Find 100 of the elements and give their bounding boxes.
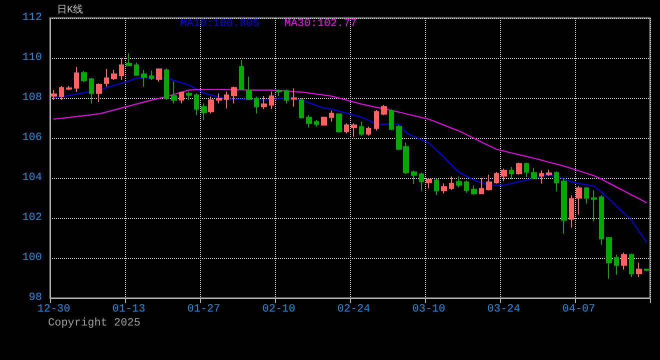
candlestick: [194, 92, 199, 116]
line-series: [53, 77, 647, 242]
y-tick-label: 110: [22, 52, 42, 64]
candlestick: [389, 108, 394, 130]
candlestick: [464, 180, 469, 194]
x-tick-label: 01-27: [187, 304, 220, 316]
candlestick: [299, 98, 304, 119]
candlestick: [629, 253, 634, 278]
candlestick: [89, 78, 94, 104]
candlestick: [449, 176, 454, 190]
candlestick: [81, 70, 87, 82]
x-tick-label: 12-30: [37, 304, 70, 316]
candlestick: [66, 86, 72, 90]
candlestick: [344, 122, 349, 134]
candlestick: [434, 178, 439, 196]
candlestick: [104, 68, 109, 88]
candlestick: [126, 52, 132, 66]
candlestick: [524, 162, 529, 178]
x-tick-label: 01-13: [112, 304, 146, 316]
candlestick: [51, 90, 57, 100]
candlestick: [149, 70, 154, 80]
candlestick: [509, 166, 514, 180]
candlestick: [561, 178, 567, 234]
candlestick: [59, 86, 64, 100]
candlestick: [366, 126, 371, 136]
x-tick-label: 03-10: [412, 304, 446, 316]
candlestick: [494, 172, 499, 184]
candlestick: [599, 194, 604, 246]
x-tick-label: 02-10: [262, 304, 296, 316]
y-tick-label: 112: [22, 12, 42, 24]
candlestick: [276, 88, 282, 96]
candlestick: [156, 68, 162, 82]
candlestick: [486, 174, 492, 191]
candlestick: [591, 190, 597, 222]
candlestick: [321, 116, 327, 126]
y-tick-label: 106: [22, 132, 42, 144]
candlestick: [426, 178, 432, 189]
candlestick: [239, 60, 244, 90]
candlestick: [246, 76, 252, 100]
candlestick: [479, 178, 484, 194]
candlestick: [621, 252, 627, 270]
candlestick: [306, 114, 312, 128]
chart-title: 日K线: [57, 4, 84, 16]
candlestick: [254, 96, 259, 114]
candlestick: [179, 91, 184, 104]
text: Copyright 2025: [48, 318, 140, 330]
y-tick-label: 100: [22, 252, 42, 264]
candlestick: [531, 168, 537, 180]
candlestick: [569, 194, 574, 228]
candlestick: [269, 91, 274, 110]
candlestick: [111, 70, 117, 80]
candlestick: [329, 110, 334, 122]
candlestick: [284, 88, 289, 104]
candlestick: [141, 70, 147, 88]
candlestick: [539, 170, 544, 184]
line-series: [53, 88, 647, 204]
candlestick: [576, 186, 582, 216]
candlestick: [119, 58, 124, 80]
candlestick: [546, 169, 552, 176]
candlestick: [96, 82, 102, 102]
candlestick: [186, 91, 192, 100]
candlestick: [351, 122, 357, 138]
candlestick: [584, 186, 589, 204]
y-tick-label: 108: [22, 92, 42, 104]
candlestick: [261, 96, 267, 110]
candlestick: [614, 254, 619, 276]
text: MA10:100.805: [180, 18, 260, 30]
candlestick: [164, 68, 169, 100]
candlestick: [411, 170, 417, 184]
candlestick: [171, 81, 177, 104]
candlestick: [201, 102, 207, 120]
text: MA30:102.77: [284, 18, 357, 30]
candlestick: [291, 88, 297, 108]
candlestick: [419, 172, 424, 192]
candlestick: [606, 236, 612, 280]
candlestick: [336, 112, 342, 134]
candlestick: [644, 268, 649, 272]
candlestick: [441, 182, 447, 194]
candlestick: [501, 168, 507, 182]
candlestick: [374, 110, 379, 132]
y-tick-label: 104: [22, 172, 42, 184]
candlestick: [231, 86, 237, 104]
candlestick: [456, 176, 462, 188]
candlestick: [359, 121, 364, 136]
candlestick: [224, 91, 229, 109]
candlestick: [381, 104, 387, 116]
candlestick: [636, 262, 642, 278]
y-tick-label: 102: [22, 212, 42, 224]
candlestick: [74, 66, 79, 92]
x-tick-label: 03-24: [487, 304, 521, 316]
candlestick: [554, 170, 559, 192]
candlestick: [314, 120, 319, 128]
y-tick-label: 98: [28, 292, 42, 304]
candlestick: [216, 92, 222, 104]
x-tick-label: 04-07: [562, 304, 596, 316]
candlestick: [134, 62, 139, 76]
x-tick-label: 02-24: [337, 304, 371, 316]
candlestick: [471, 184, 477, 196]
candlestick: [516, 162, 522, 176]
candlestick: [208, 96, 214, 114]
